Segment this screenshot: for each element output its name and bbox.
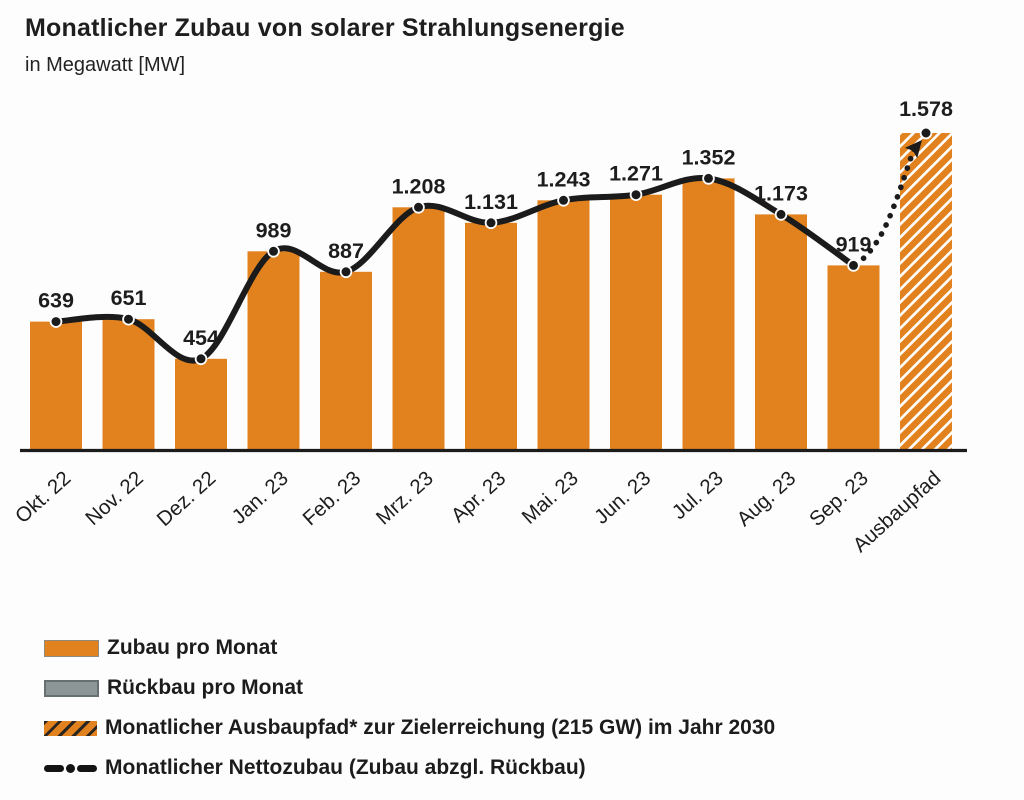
bar-jun-23 [610,194,662,450]
value-label: 1.578 [899,97,953,121]
data-point-marker [194,352,208,366]
value-label: 639 [38,289,74,313]
bar-sep-23 [827,265,880,450]
data-point-marker [122,312,135,326]
bar-aug-23 [755,214,807,450]
chart-title: Monatlicher Zubau von solarer Strahlungs… [25,14,625,42]
value-label: 1.243 [537,167,591,191]
bar-nov-22 [102,319,155,450]
legend-item-ausbaupfad: Monatlicher Ausbaupfad* zur Zielerreichu… [44,713,775,743]
bar-jul-23 [682,178,735,450]
x-axis-label: Okt. 22 [11,467,76,528]
chart-subtitle: in Megawatt [MW] [25,54,186,76]
bar-dez-22 [175,358,227,450]
value-label: 1.131 [464,190,518,214]
value-label: 989 [256,218,292,242]
ausbaupfad-hatched-swatch-icon [44,720,97,736]
projection-arrowhead-icon [904,140,922,159]
value-label: 1.173 [754,181,808,205]
bar-line-chart: 639 651 454 989 887 1.208 1.131 1.243 1.271 1.352… [11,97,967,557]
data-point-marker [267,245,280,258]
legend-item-nettozubau: Monatlicher Nettozubau (Zubau abzgl. Rüc… [44,753,775,783]
x-axis-label: Apr. 23 [447,467,511,528]
bar-feb-23 [320,271,372,450]
data-point-marker [339,265,353,279]
data-point-marker [919,126,933,140]
value-label: 651 [111,286,147,310]
data-point-marker [847,259,860,272]
ausbaupfad-hatched-bar [900,133,952,450]
x-axis-label: Jan. 23 [227,467,292,529]
nettozubau-line-swatch-icon [44,761,97,776]
legend-label-zubau: Zubau pro Monat [107,636,278,659]
legend-item-zubau: Zubau pro Monat [44,633,775,663]
zubau-bar-swatch-icon [44,639,99,657]
data-point-marker [484,216,498,230]
legend-item-rueckbau: Rückbau pro Monat [44,673,775,703]
value-label: 919 [836,232,872,256]
x-axis-label: Aug. 23 [732,467,800,531]
value-label: 1.352 [682,145,736,169]
legend-label-ausbaupfad: Monatlicher Ausbaupfad* zur Zielerreichu… [105,716,776,739]
bar-mai-23 [537,200,590,450]
value-label: 454 [183,326,219,350]
data-point-marker [412,201,425,214]
data-point-marker [774,208,788,221]
value-label: 1.271 [609,162,663,186]
x-axis-label: Mrz. 23 [372,467,438,530]
bar-apr-23 [465,222,517,450]
legend-label-rueckbau: Rückbau pro Monat [107,676,304,699]
legend: Zubau pro Monat Rückbau pro Monat Monatl… [44,633,775,793]
projection-dotted-line [853,146,917,268]
rueckbau-bar-swatch-icon [44,679,99,697]
data-point-marker [629,188,643,202]
x-axis-label: Feb. 23 [298,467,365,531]
bar-jan-23 [247,251,300,450]
bar-okt-22 [30,321,82,450]
bar-mrz-23 [392,207,445,450]
data-point-marker [557,194,570,207]
x-axis-label: Nov. 22 [81,467,148,530]
value-label: 887 [328,239,364,263]
data-point-marker [702,172,715,185]
x-axis-label: Dez. 22 [152,467,220,531]
legend-label-nettozubau: Monatlicher Nettozubau (Zubau abzgl. Rüc… [105,756,586,779]
x-axis-label: Jul. 23 [668,467,728,525]
x-axis-label: Jun. 23 [590,467,655,529]
data-point-marker [49,315,63,328]
x-axis-label: Mai. 23 [517,467,582,529]
x-axis-label: Sep. 23 [805,467,873,531]
value-label: 1.208 [392,174,446,198]
